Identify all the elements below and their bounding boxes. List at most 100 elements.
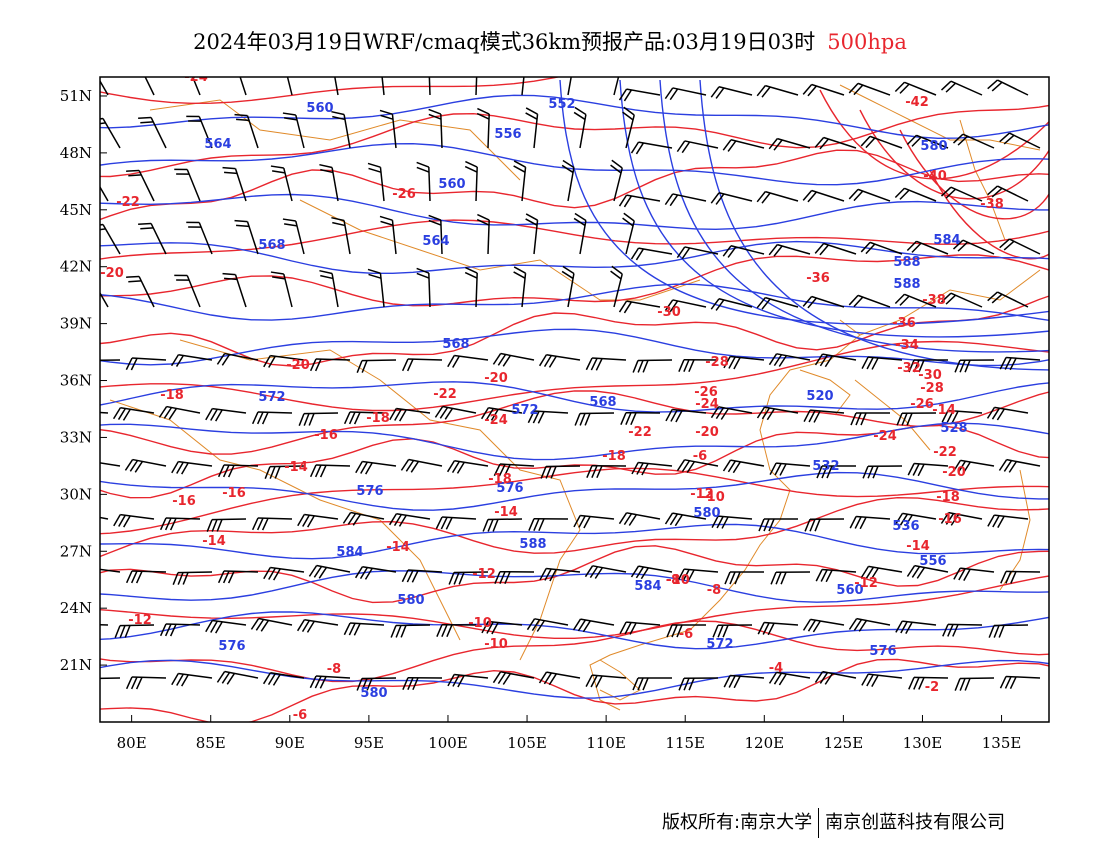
- wind-barb: [723, 355, 765, 370]
- wind-barb: [769, 462, 811, 476]
- height-label: 584: [336, 545, 363, 560]
- wind-barb: [676, 246, 719, 260]
- wind-barb: [999, 238, 1041, 255]
- wind-barb: [573, 212, 587, 255]
- temperature-label: -10: [468, 616, 492, 631]
- wind-barb: [525, 107, 539, 149]
- wind-barb: [354, 565, 397, 580]
- wind-barb: [112, 406, 155, 421]
- wind-barb: [986, 406, 1029, 421]
- temperature-label: -32: [897, 361, 921, 376]
- wind-barb: [186, 77, 201, 96]
- lon-label: 115E: [665, 734, 705, 752]
- wind-barb: [802, 295, 845, 309]
- wind-barb: [941, 409, 983, 424]
- wind-barb: [251, 411, 293, 425]
- wind-barb: [158, 405, 201, 420]
- temperature-label: -42: [905, 95, 929, 110]
- latitude-axis: 21N 24N 27N 30N 33N 36N 39N 42N 45N 48N 51N: [60, 87, 107, 674]
- height-contour: [100, 523, 1049, 560]
- wind-barb: [620, 411, 661, 426]
- wind-barb: [940, 511, 983, 526]
- coastline: [839, 84, 1041, 151]
- wind-barb: [379, 215, 397, 255]
- wind-barb: [860, 565, 903, 580]
- wind-barb: [319, 269, 339, 308]
- wind-barb: [401, 569, 443, 583]
- lon-label: 135E: [982, 734, 1022, 752]
- wind-barb: [100, 511, 109, 520]
- wind-barb: [125, 570, 167, 584]
- wind-barb: [475, 77, 478, 96]
- wind-barb: [355, 460, 397, 475]
- wind-barb: [174, 274, 201, 308]
- lon-label: 95E: [354, 734, 384, 752]
- height-contour: [100, 659, 1049, 699]
- wind-barb: [401, 358, 443, 372]
- wind-barb: [896, 412, 937, 426]
- wind-barb: [908, 359, 949, 373]
- temperature-label: -28: [705, 355, 729, 370]
- temperature-label: -24: [695, 397, 719, 412]
- wind-barb: [538, 671, 581, 686]
- wind-barb: [862, 465, 903, 479]
- wind-barb: [757, 621, 799, 636]
- wind-barb: [367, 268, 385, 308]
- wind-barb: [342, 511, 385, 526]
- wind-barb: [521, 77, 527, 96]
- wind-barb: [632, 359, 673, 373]
- wind-barb: [100, 459, 121, 467]
- height-label: 588: [893, 277, 920, 292]
- wind-barb: [802, 618, 845, 633]
- temperature-label: -12: [472, 567, 496, 582]
- wind-barb: [585, 357, 627, 371]
- height-label: 528: [940, 421, 967, 436]
- wind-barb: [722, 459, 765, 474]
- wind-barb: [216, 352, 259, 366]
- wind-barb: [100, 223, 121, 255]
- wind-barb: [999, 132, 1041, 149]
- temperature-contours: [100, 77, 1049, 722]
- wind-barb: [712, 624, 753, 638]
- wind-barb: [848, 617, 891, 632]
- height-contours: [100, 79, 1049, 699]
- wind-barb: [138, 116, 167, 149]
- wind-barb: [205, 407, 247, 422]
- temperature-label: -36: [806, 271, 830, 286]
- coastline: [109, 399, 461, 641]
- wind-barb: [186, 221, 213, 255]
- temperature-label: -24: [184, 70, 208, 85]
- temperature-label: -14: [386, 540, 410, 555]
- wind-barbs: [100, 77, 1041, 691]
- wind-barb: [907, 462, 949, 477]
- wind-barb: [538, 353, 581, 368]
- temperature-label: -6: [293, 708, 307, 723]
- wind-barb: [159, 623, 201, 637]
- temperature-label: -20: [942, 465, 966, 480]
- wind-barb: [428, 108, 443, 149]
- temperature-label: -22: [433, 387, 457, 402]
- height-label: 520: [806, 389, 833, 404]
- wind-barb: [367, 162, 385, 202]
- height-label: 568: [258, 238, 285, 253]
- temperature-label: -16: [314, 428, 338, 443]
- wind-barb: [987, 79, 1029, 96]
- temperature-label: -28: [920, 381, 944, 396]
- lat-label: 51N: [60, 87, 92, 105]
- temperature-contour: [100, 104, 1049, 178]
- wind-barb: [100, 566, 121, 573]
- wind-barb: [262, 671, 305, 686]
- wind-barb: [100, 623, 109, 626]
- wind-barb: [159, 517, 201, 531]
- wind-barb: [448, 571, 489, 585]
- copyright-divider: [818, 808, 820, 838]
- height-contour: [100, 381, 1049, 413]
- copyright: 版权所有:南京大学 南京创蓝科技有限公司: [662, 808, 1005, 838]
- wind-barb: [723, 674, 765, 689]
- coastline: [299, 199, 701, 301]
- wind-barb: [664, 512, 707, 527]
- wind-barb: [630, 565, 673, 580]
- wind-barb: [585, 674, 627, 688]
- temperature-contour: [100, 620, 1049, 683]
- wind-barb: [464, 160, 478, 202]
